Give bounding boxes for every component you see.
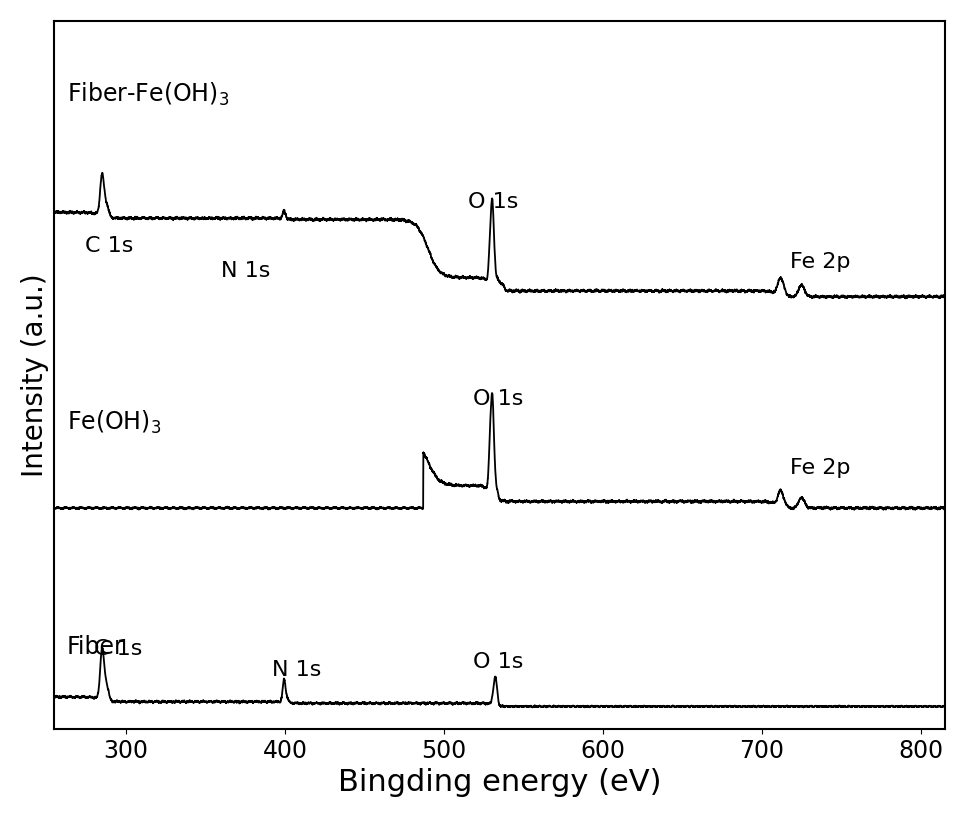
Text: Fe 2p: Fe 2p bbox=[791, 252, 851, 272]
Text: N 1s: N 1s bbox=[222, 261, 271, 281]
Text: Fiber-Fe(OH)$_3$: Fiber-Fe(OH)$_3$ bbox=[67, 81, 229, 108]
Text: C 1s: C 1s bbox=[84, 236, 133, 256]
Text: N 1s: N 1s bbox=[272, 660, 321, 680]
Y-axis label: Intensity (a.u.): Intensity (a.u.) bbox=[21, 273, 48, 477]
Text: O 1s: O 1s bbox=[472, 652, 523, 672]
Text: Fiber: Fiber bbox=[67, 635, 125, 658]
Text: Fe(OH)$_3$: Fe(OH)$_3$ bbox=[67, 408, 162, 436]
Text: O 1s: O 1s bbox=[472, 389, 523, 409]
X-axis label: Bingding energy (eV): Bingding energy (eV) bbox=[338, 768, 661, 798]
Text: Fe 2p: Fe 2p bbox=[791, 458, 851, 478]
Text: O 1s: O 1s bbox=[468, 192, 518, 213]
Text: C 1s: C 1s bbox=[94, 639, 142, 658]
